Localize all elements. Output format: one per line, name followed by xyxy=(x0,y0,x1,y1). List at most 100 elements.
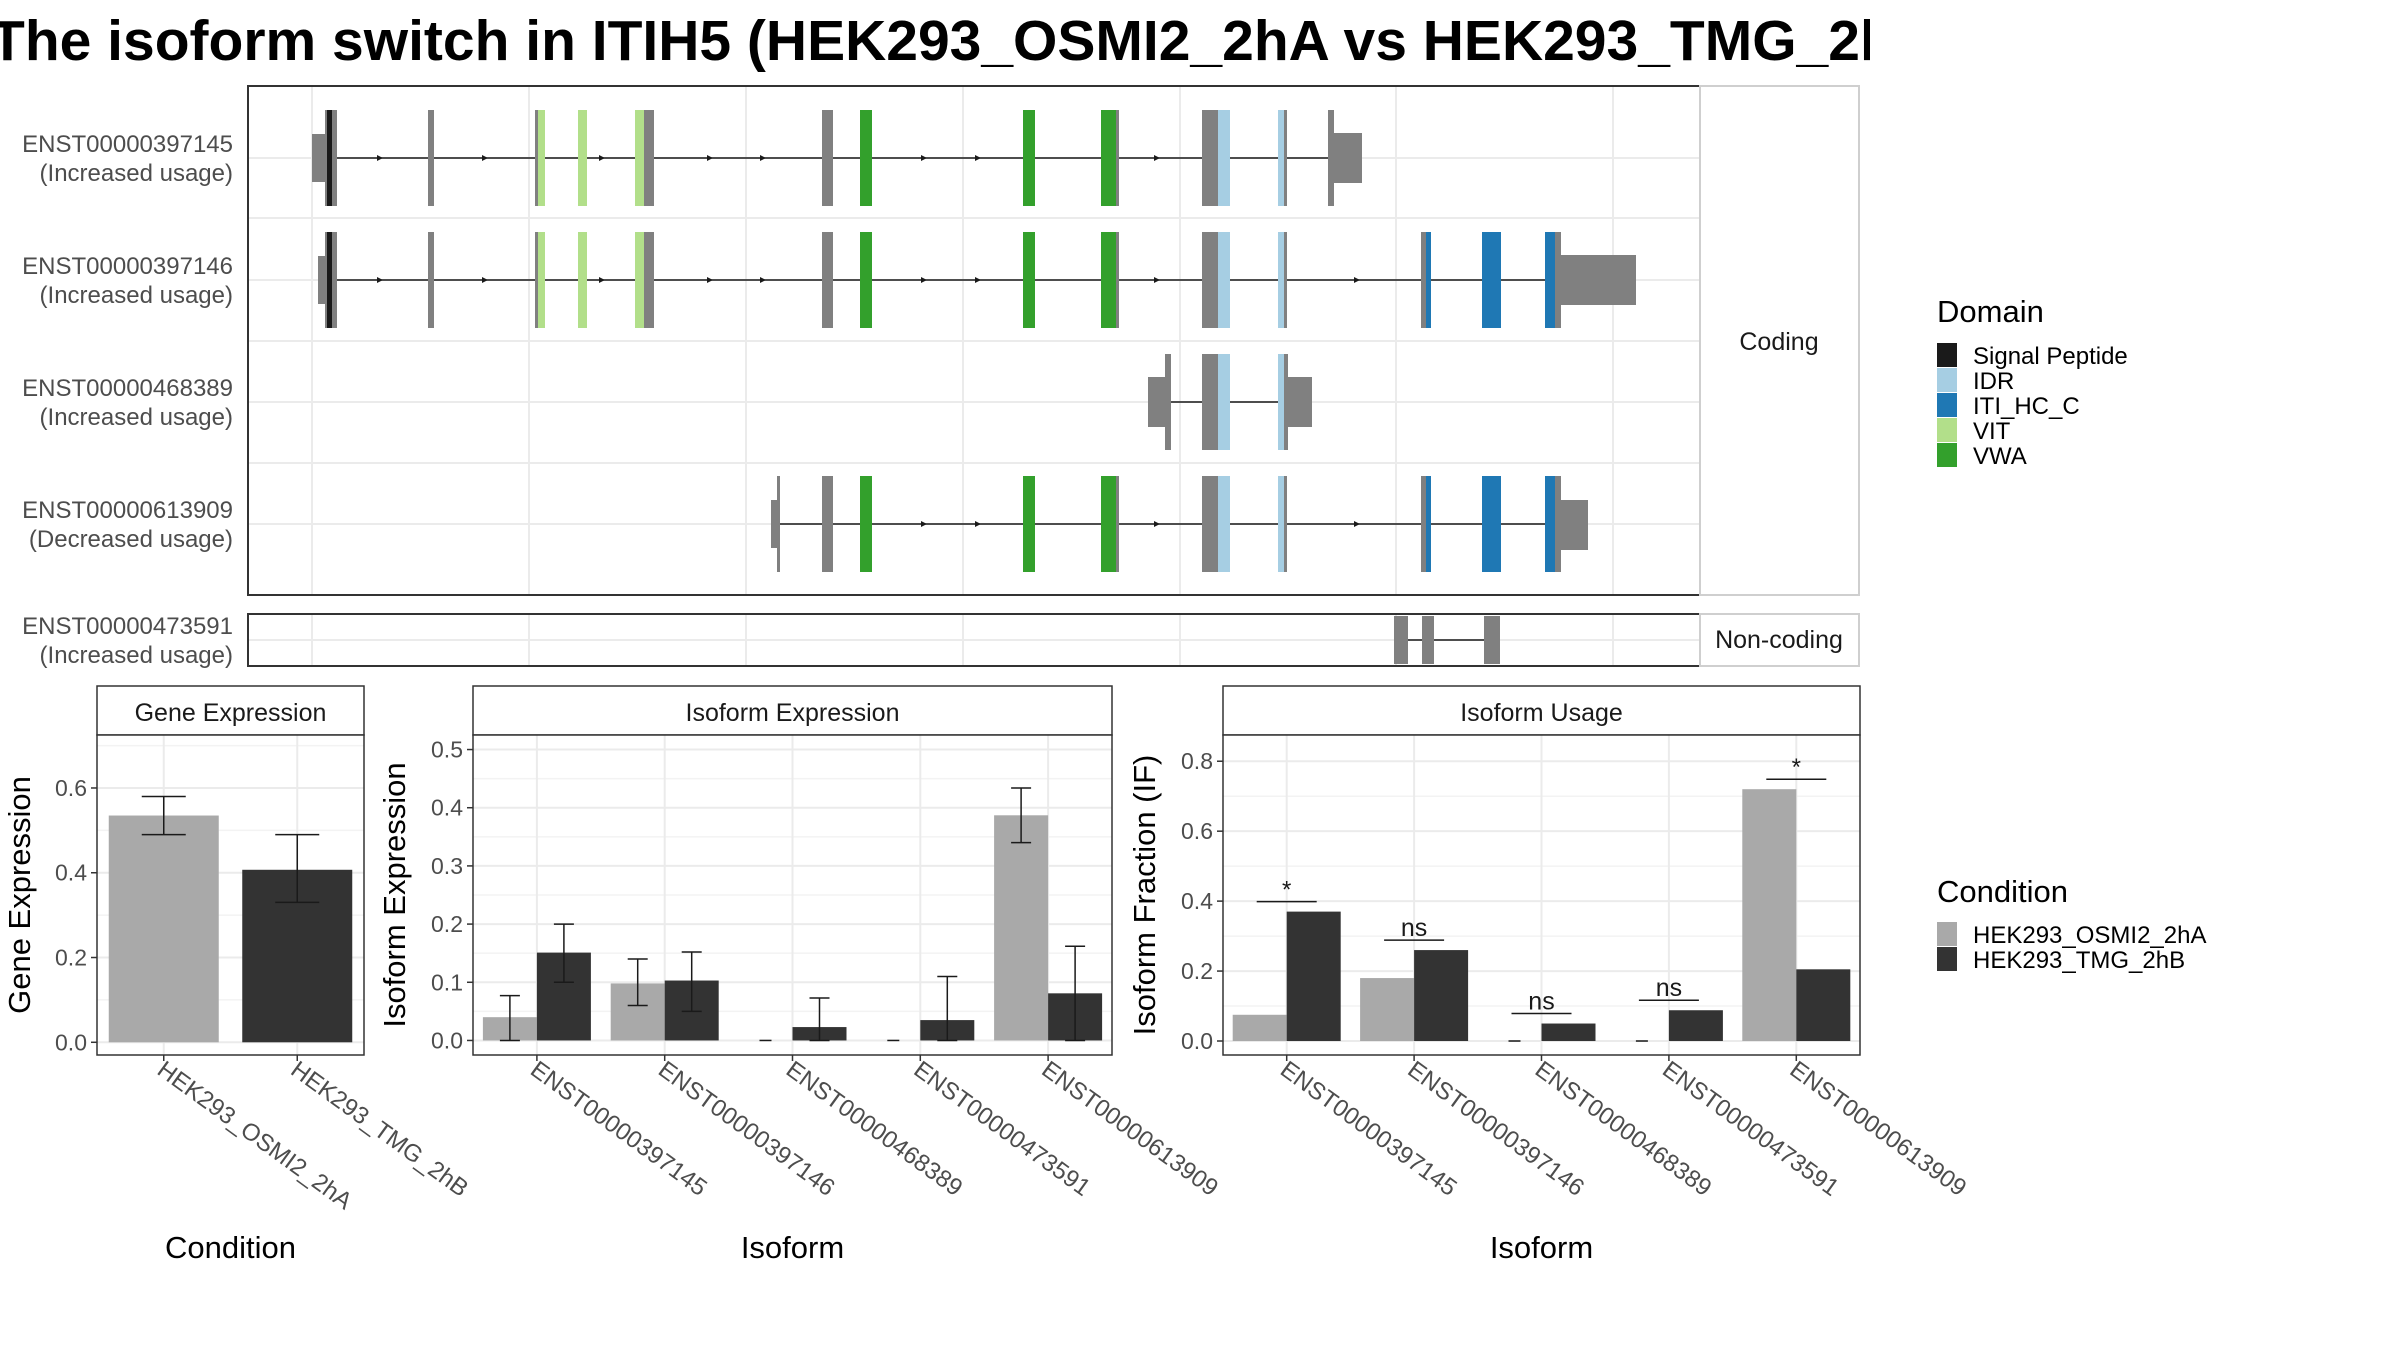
exon xyxy=(1202,476,1218,572)
transcript-model-ENST00000613909 xyxy=(771,476,1588,572)
transcript-label-2-usage: (Increased usage) xyxy=(40,282,233,309)
utr-5prime xyxy=(1148,377,1166,427)
utr-5prime xyxy=(771,500,779,548)
idr-domain xyxy=(1278,476,1284,572)
bar-cond-b xyxy=(1286,911,1341,1042)
exon xyxy=(1284,110,1287,206)
iti-hc-c-domain xyxy=(1482,476,1501,572)
legend-key-cond-b xyxy=(1937,947,1957,971)
coding-strip xyxy=(1699,85,1860,596)
exon xyxy=(1284,476,1287,572)
transcript-model-ENST00000397146 xyxy=(318,232,1636,328)
exon xyxy=(1421,232,1430,328)
bar-cond-b xyxy=(1541,1023,1596,1042)
iti-hc-c-domain xyxy=(1426,476,1431,572)
utr-5prime xyxy=(312,134,326,182)
y-axis-title: Isoform Fraction (IF) xyxy=(1127,755,1162,1036)
condition-legend: Condition HEK293_OSMI2_2hA HEK293_TMG_2h… xyxy=(1937,874,2206,974)
vwa-domain xyxy=(1023,232,1035,328)
y-tick-label: 0.5 xyxy=(431,737,463,763)
y-tick-label: 0.4 xyxy=(431,795,463,821)
exon xyxy=(1202,354,1218,450)
iti-hc-c-domain xyxy=(1545,476,1555,572)
vwa-domain xyxy=(1101,110,1116,206)
idr-domain xyxy=(1278,354,1284,450)
vit-domain xyxy=(578,110,587,206)
vit-domain xyxy=(578,232,587,328)
exon xyxy=(822,110,833,206)
significance-label: * xyxy=(1282,877,1291,904)
vwa-domain xyxy=(860,110,872,206)
legend-label-vit: VIT xyxy=(1973,418,2011,445)
idr-domain xyxy=(1218,110,1230,206)
noncoding-strip xyxy=(1699,613,1860,667)
idr-domain xyxy=(1218,354,1230,450)
exon xyxy=(644,110,654,206)
exon xyxy=(777,476,780,572)
legend-key-signal-peptide xyxy=(1937,343,1957,367)
x-axis-title: Isoform xyxy=(741,1230,844,1265)
y-tick-label: 0.4 xyxy=(55,860,87,886)
legend-key-vwa xyxy=(1937,443,1957,467)
y-tick-label: 0.0 xyxy=(1181,1028,1213,1054)
y-tick-label: 0.1 xyxy=(431,969,463,995)
bar-cond-b xyxy=(1668,1010,1723,1042)
vwa-domain xyxy=(860,232,872,328)
y-tick-label: 0.4 xyxy=(1181,888,1213,914)
vit-domain xyxy=(535,232,545,328)
bar-cond-a xyxy=(1232,1014,1287,1042)
utr-3prime xyxy=(1334,133,1362,183)
transcript-label-4-id: ENST00000613909 xyxy=(22,497,233,524)
idr-domain xyxy=(1218,476,1230,572)
exon xyxy=(1165,354,1171,450)
legend-label-cond-b: HEK293_TMG_2hB xyxy=(1973,947,2185,974)
legend-key-iti-hc-c xyxy=(1937,393,1957,417)
condition-legend-title: Condition xyxy=(1937,874,2068,909)
domain-legend-title: Domain xyxy=(1937,294,2044,329)
isoform-expression-chart: Isoform Expression0.00.10.20.30.40.5ENST… xyxy=(377,685,1223,1265)
y-tick-label: 0.2 xyxy=(431,911,463,937)
exon xyxy=(428,232,434,328)
iti-hc-c-domain xyxy=(1426,232,1431,328)
signal-peptide-domain xyxy=(327,110,332,206)
bar-cond-a xyxy=(1742,789,1797,1042)
exon xyxy=(1422,616,1434,664)
idr-domain xyxy=(1218,232,1230,328)
exon xyxy=(1116,476,1119,572)
transcript-label-5-usage: (Increased usage) xyxy=(40,642,233,669)
legend-label-signal-peptide: Signal Peptide xyxy=(1973,343,2128,370)
transcript-label-1-id: ENST00000397145 xyxy=(22,131,233,158)
significance-label: ns xyxy=(1656,974,1682,1002)
legend-key-idr xyxy=(1937,368,1957,392)
transcript-label-5-id: ENST00000473591 xyxy=(22,613,233,640)
significance-label: ns xyxy=(1401,914,1427,942)
exon xyxy=(822,232,833,328)
transcript-model-ENST00000468389 xyxy=(1148,354,1312,450)
vwa-domain xyxy=(1101,476,1116,572)
transcript-label-1-usage: (Increased usage) xyxy=(40,160,233,187)
legend-label-idr: IDR xyxy=(1973,368,2014,395)
y-tick-label: 0.2 xyxy=(55,945,87,971)
transcript-model-ENST00000397145 xyxy=(312,110,1362,206)
vit-domain xyxy=(535,110,545,206)
exon xyxy=(535,232,538,328)
utr-5prime xyxy=(318,256,326,304)
y-axis-title: Isoform Expression xyxy=(377,762,412,1027)
exon xyxy=(1421,476,1430,572)
bar-cond-a xyxy=(1360,978,1415,1042)
gene-expression-chart: Gene Expression0.00.20.40.6HEK293_OSMI2_… xyxy=(2,685,473,1265)
significance-label: * xyxy=(1792,754,1801,781)
exon xyxy=(1328,110,1334,206)
idr-domain xyxy=(1278,110,1284,206)
utr-3prime xyxy=(1288,377,1312,427)
domain-legend: Domain Signal Peptide IDR ITI_HC_C VIT V… xyxy=(1937,294,2128,470)
legend-key-vit xyxy=(1937,418,1957,442)
panel-title: Gene Expression xyxy=(135,699,327,727)
transcript-label-3-usage: (Increased usage) xyxy=(40,404,233,431)
figure-title: The isoform switch in ITIH5 (HEK293_OSMI… xyxy=(0,9,1870,73)
vwa-domain xyxy=(1023,110,1035,206)
vit-domain xyxy=(635,232,644,328)
vit-domain xyxy=(635,110,644,206)
